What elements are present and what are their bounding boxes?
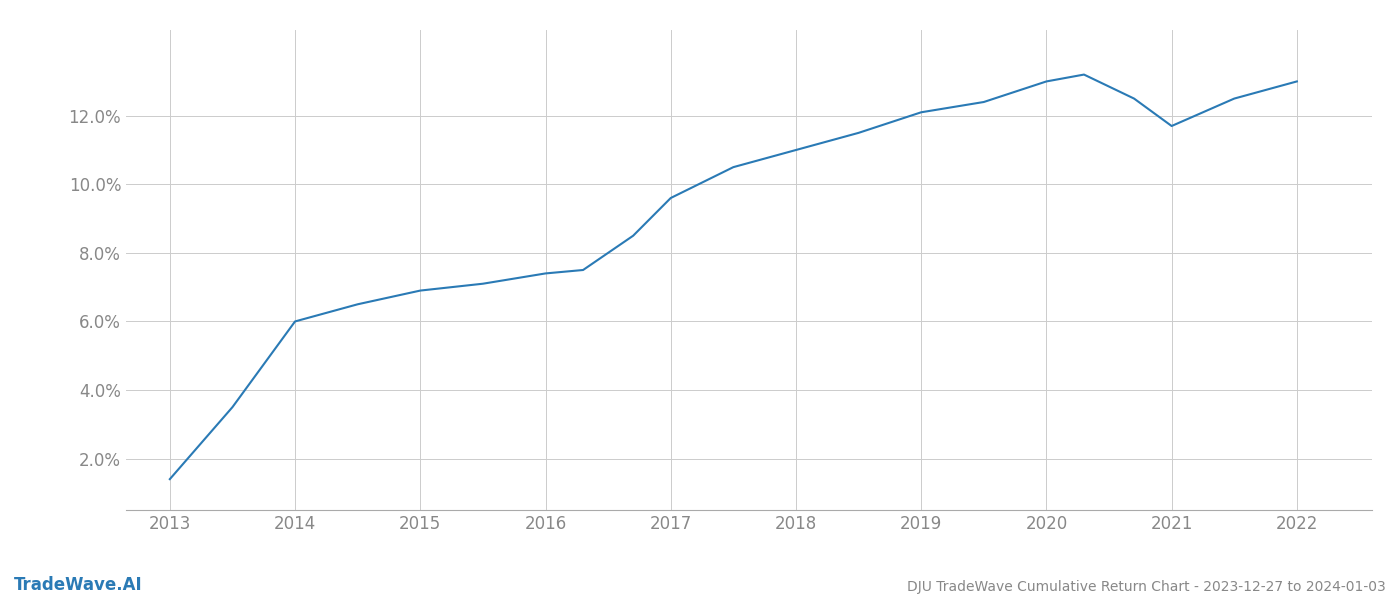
Text: TradeWave.AI: TradeWave.AI	[14, 576, 143, 594]
Text: DJU TradeWave Cumulative Return Chart - 2023-12-27 to 2024-01-03: DJU TradeWave Cumulative Return Chart - …	[907, 580, 1386, 594]
